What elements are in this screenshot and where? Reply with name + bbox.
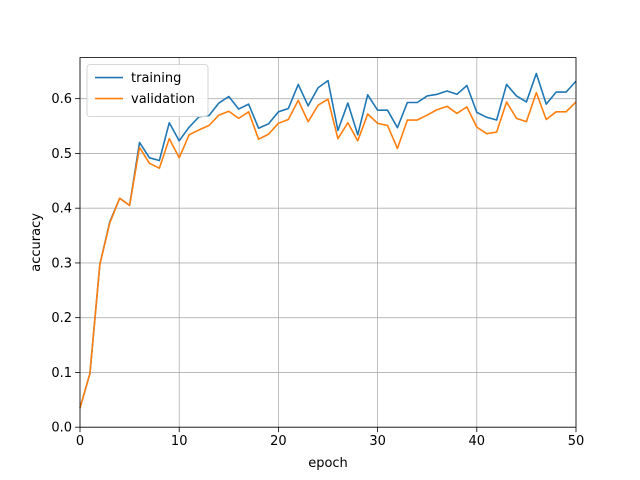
x-tick-label: 50	[568, 434, 585, 449]
ticks: 0 10 20 30 40 50 0.0 0.1 0.2 0.3 0.4 0.5 0.6	[51, 92, 584, 449]
legend-label-validation: validation	[131, 92, 195, 107]
y-tick-label: 0.5	[51, 147, 72, 162]
x-tick-label: 0	[76, 434, 84, 449]
y-axis-label: accuracy	[29, 213, 44, 272]
series-lines	[79, 72, 577, 409]
x-tick-label: 30	[369, 434, 386, 449]
x-axis-label: epoch	[308, 456, 348, 471]
axes-frame	[79, 57, 577, 428]
y-tick-label: 0.2	[51, 311, 72, 326]
y-tick-label: 0.3	[51, 256, 72, 271]
x-tick-label: 20	[270, 434, 287, 449]
legend: training validation	[86, 64, 209, 117]
x-tick-label: 40	[469, 434, 486, 449]
series-line-validation	[79, 91, 577, 409]
y-tick-label: 0.6	[51, 92, 72, 107]
series-line-training	[79, 72, 577, 409]
grid	[79, 57, 577, 428]
y-tick-label: 0.4	[51, 202, 72, 217]
x-tick-label: 10	[171, 434, 188, 449]
y-tick-label: 0.1	[51, 366, 72, 381]
legend-label-training: training	[131, 71, 181, 86]
y-tick-label: 0.0	[51, 421, 72, 436]
